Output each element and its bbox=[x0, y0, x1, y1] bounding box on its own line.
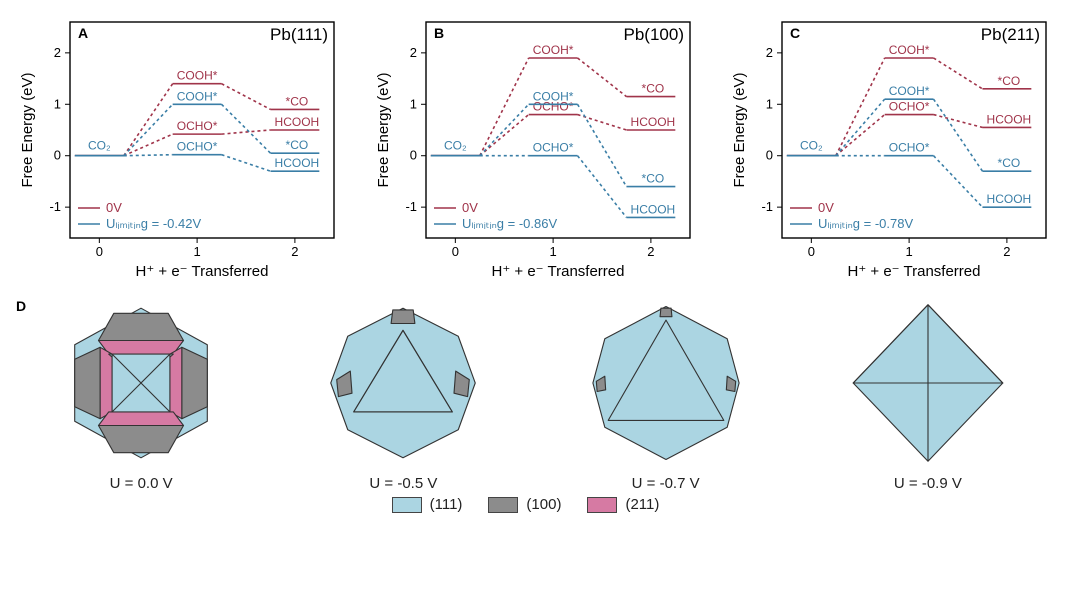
svg-text:*CO: *CO bbox=[998, 74, 1021, 88]
svg-text:1: 1 bbox=[193, 244, 200, 259]
crystal-shape bbox=[843, 298, 1013, 468]
svg-text:-1: -1 bbox=[761, 199, 773, 214]
svg-text:0: 0 bbox=[410, 148, 417, 163]
svg-text:2: 2 bbox=[291, 244, 298, 259]
svg-text:0: 0 bbox=[452, 244, 459, 259]
svg-text:COOH*: COOH* bbox=[533, 89, 574, 103]
crystal-u-label: U = -0.9 V bbox=[843, 475, 1013, 492]
svg-text:2: 2 bbox=[54, 45, 61, 60]
svg-text:2: 2 bbox=[647, 244, 654, 259]
svg-text:-1: -1 bbox=[49, 199, 61, 214]
crystal-u-label: U = -0.7 V bbox=[581, 475, 751, 492]
svg-text:B: B bbox=[434, 25, 444, 41]
crystal-row: U = 0.0 V U = -0.5 V U = -0.7 V U = -0.9 V bbox=[10, 298, 1059, 492]
svg-text:-1: -1 bbox=[405, 199, 417, 214]
svg-text:2: 2 bbox=[766, 45, 773, 60]
svg-text:0V: 0V bbox=[106, 200, 122, 215]
svg-text:Uₗᵢₘᵢₜᵢₙg = -0.78V: Uₗᵢₘᵢₜᵢₙg = -0.78V bbox=[818, 216, 913, 231]
svg-text:1: 1 bbox=[766, 96, 773, 111]
crystal-item: U = -0.9 V bbox=[843, 298, 1013, 492]
svg-text:OCHO*: OCHO* bbox=[533, 141, 574, 155]
energy-chart: 0 1 2 -1 0 1 2 H⁺ + e⁻ Transferred Free Energy (… bbox=[722, 10, 1058, 290]
figure-root: 0 1 2 -1 0 1 2 H⁺ + e⁻ Transferred Free Energy (… bbox=[10, 10, 1059, 528]
svg-text:2: 2 bbox=[410, 45, 417, 60]
svg-text:1: 1 bbox=[410, 96, 417, 111]
panel-c: 0 1 2 -1 0 1 2 H⁺ + e⁻ Transferred Free Energy (… bbox=[722, 10, 1058, 290]
svg-text:COOH*: COOH* bbox=[533, 43, 574, 57]
svg-text:Pb(100): Pb(100) bbox=[624, 25, 684, 44]
svg-text:HCOOH: HCOOH bbox=[275, 115, 320, 129]
svg-text:C: C bbox=[790, 25, 800, 41]
svg-text:OCHO*: OCHO* bbox=[889, 100, 930, 114]
crystal-item: U = -0.7 V bbox=[581, 298, 751, 492]
legend-label: (211) bbox=[625, 496, 659, 513]
svg-text:Free Energy (eV): Free Energy (eV) bbox=[375, 72, 392, 187]
svg-text:CO₂: CO₂ bbox=[444, 139, 467, 153]
svg-text:Uₗᵢₘᵢₜᵢₙg = -0.86V: Uₗᵢₘᵢₜᵢₙg = -0.86V bbox=[462, 216, 557, 231]
panel-d: D U = 0.0 V U = -0.5 V U = -0.7 V U = -0.9 … bbox=[10, 298, 1059, 528]
svg-text:1: 1 bbox=[549, 244, 556, 259]
svg-text:*CO: *CO bbox=[286, 94, 309, 108]
svg-text:*CO: *CO bbox=[286, 138, 309, 152]
svg-text:0: 0 bbox=[808, 244, 815, 259]
svg-text:H⁺ + e⁻ Transferred: H⁺ + e⁻ Transferred bbox=[136, 263, 269, 280]
legend-label: (111) bbox=[430, 496, 463, 513]
svg-text:HCOOH: HCOOH bbox=[631, 202, 676, 216]
svg-text:OCHO*: OCHO* bbox=[177, 140, 218, 154]
svg-text:Free Energy (eV): Free Energy (eV) bbox=[19, 72, 36, 187]
crystal-item: U = 0.0 V bbox=[56, 298, 226, 492]
svg-text:COOH*: COOH* bbox=[177, 89, 218, 103]
svg-text:HCOOH: HCOOH bbox=[631, 115, 676, 129]
svg-text:HCOOH: HCOOH bbox=[987, 112, 1032, 126]
svg-text:0: 0 bbox=[54, 148, 61, 163]
svg-text:0: 0 bbox=[766, 148, 773, 163]
svg-text:H⁺ + e⁻ Transferred: H⁺ + e⁻ Transferred bbox=[492, 263, 625, 280]
svg-text:1: 1 bbox=[905, 244, 912, 259]
svg-text:H⁺ + e⁻ Transferred: H⁺ + e⁻ Transferred bbox=[848, 263, 981, 280]
svg-text:A: A bbox=[78, 25, 88, 41]
panel-d-letter: D bbox=[16, 298, 26, 314]
legend-swatch bbox=[392, 497, 422, 513]
svg-text:Free Energy (eV): Free Energy (eV) bbox=[731, 72, 748, 187]
svg-text:COOH*: COOH* bbox=[177, 69, 218, 83]
svg-text:CO₂: CO₂ bbox=[88, 139, 111, 153]
energy-diagrams-row: 0 1 2 -1 0 1 2 H⁺ + e⁻ Transferred Free Energy (… bbox=[10, 10, 1059, 290]
svg-text:CO₂: CO₂ bbox=[800, 139, 823, 153]
crystal-shape bbox=[581, 298, 751, 468]
legend-label: (100) bbox=[526, 496, 561, 513]
svg-text:HCOOH: HCOOH bbox=[275, 156, 320, 170]
svg-text:*CO: *CO bbox=[998, 156, 1021, 170]
svg-text:COOH*: COOH* bbox=[889, 84, 930, 98]
svg-text:Pb(111): Pb(111) bbox=[270, 25, 328, 44]
legend-swatch bbox=[587, 497, 617, 513]
svg-text:0: 0 bbox=[96, 244, 103, 259]
svg-text:2: 2 bbox=[1003, 244, 1010, 259]
crystal-item: U = -0.5 V bbox=[318, 298, 488, 492]
svg-text:*CO: *CO bbox=[642, 82, 665, 96]
svg-text:0V: 0V bbox=[462, 200, 478, 215]
svg-text:HCOOH: HCOOH bbox=[987, 192, 1032, 206]
crystal-shape bbox=[318, 298, 488, 468]
panel-b: 0 1 2 -1 0 1 2 H⁺ + e⁻ Transferred Free Energy (… bbox=[366, 10, 702, 290]
svg-text:*CO: *CO bbox=[642, 172, 665, 186]
panel-a: 0 1 2 -1 0 1 2 H⁺ + e⁻ Transferred Free Energy (… bbox=[10, 10, 346, 290]
svg-text:Pb(211): Pb(211) bbox=[981, 25, 1040, 44]
crystal-u-label: U = -0.5 V bbox=[318, 475, 488, 492]
energy-chart: 0 1 2 -1 0 1 2 H⁺ + e⁻ Transferred Free Energy (… bbox=[10, 10, 346, 290]
facet-legend: (111) (100) (211) bbox=[10, 496, 1059, 513]
svg-text:OCHO*: OCHO* bbox=[889, 141, 930, 155]
svg-text:Uₗᵢₘᵢₜᵢₙg = -0.42V: Uₗᵢₘᵢₜᵢₙg = -0.42V bbox=[106, 216, 201, 231]
legend-swatch bbox=[488, 497, 518, 513]
svg-text:OCHO*: OCHO* bbox=[177, 119, 218, 133]
svg-text:COOH*: COOH* bbox=[889, 43, 930, 57]
energy-chart: 0 1 2 -1 0 1 2 H⁺ + e⁻ Transferred Free Energy (… bbox=[366, 10, 702, 290]
svg-text:1: 1 bbox=[54, 96, 61, 111]
crystal-u-label: U = 0.0 V bbox=[56, 475, 226, 492]
svg-text:0V: 0V bbox=[818, 200, 834, 215]
crystal-shape bbox=[56, 298, 226, 468]
